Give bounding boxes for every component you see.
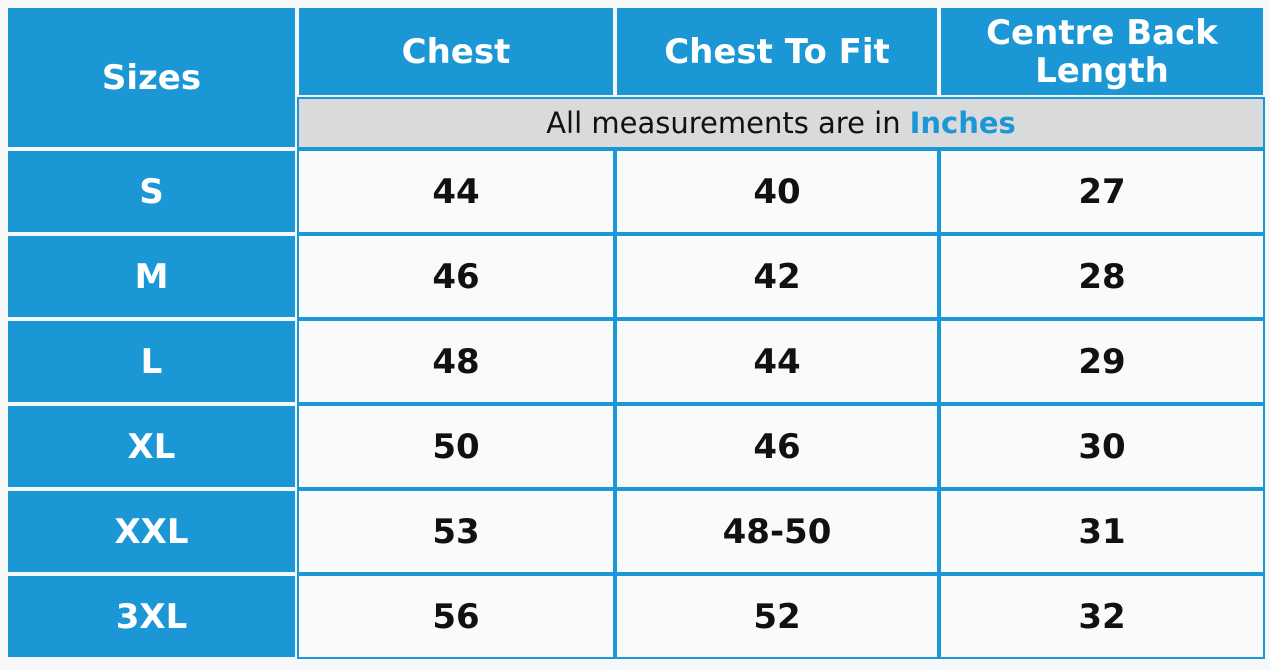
measurement-cell: 44	[299, 151, 613, 232]
measurement-cell: 53	[299, 491, 613, 572]
column-header: Chest	[299, 8, 613, 95]
measurement-cell: 29	[941, 321, 1263, 402]
measurement-cell: 40	[617, 151, 937, 232]
size-table: Sizes Chest Chest To Fit Centre Back Len…	[8, 8, 1263, 657]
size-label: XL	[8, 406, 295, 487]
size-label: XXL	[8, 491, 295, 572]
measurement-cell: 28	[941, 236, 1263, 317]
size-label: M	[8, 236, 295, 317]
measurement-cell: 31	[941, 491, 1263, 572]
measurement-cell: 52	[617, 576, 937, 657]
size-label: 3XL	[8, 576, 295, 657]
sizes-header: Sizes	[8, 8, 295, 147]
column-header: Centre Back Length	[941, 8, 1263, 95]
measurement-cell: 42	[617, 236, 937, 317]
note-unit: Inches	[909, 106, 1016, 140]
measurement-cell: 46	[617, 406, 937, 487]
measurement-note: All measurements are in Inches	[299, 99, 1263, 147]
measurement-cell: 32	[941, 576, 1263, 657]
measurement-cell: 56	[299, 576, 613, 657]
measurement-cell: 27	[941, 151, 1263, 232]
measurement-cell: 44	[617, 321, 937, 402]
measurement-cell: 48	[299, 321, 613, 402]
note-text: All measurements are in	[546, 106, 901, 140]
measurement-cell: 50	[299, 406, 613, 487]
column-header: Chest To Fit	[617, 8, 937, 95]
measurement-cell: 46	[299, 236, 613, 317]
measurement-cell: 30	[941, 406, 1263, 487]
measurement-cell: 48-50	[617, 491, 937, 572]
size-label: S	[8, 151, 295, 232]
size-label: L	[8, 321, 295, 402]
